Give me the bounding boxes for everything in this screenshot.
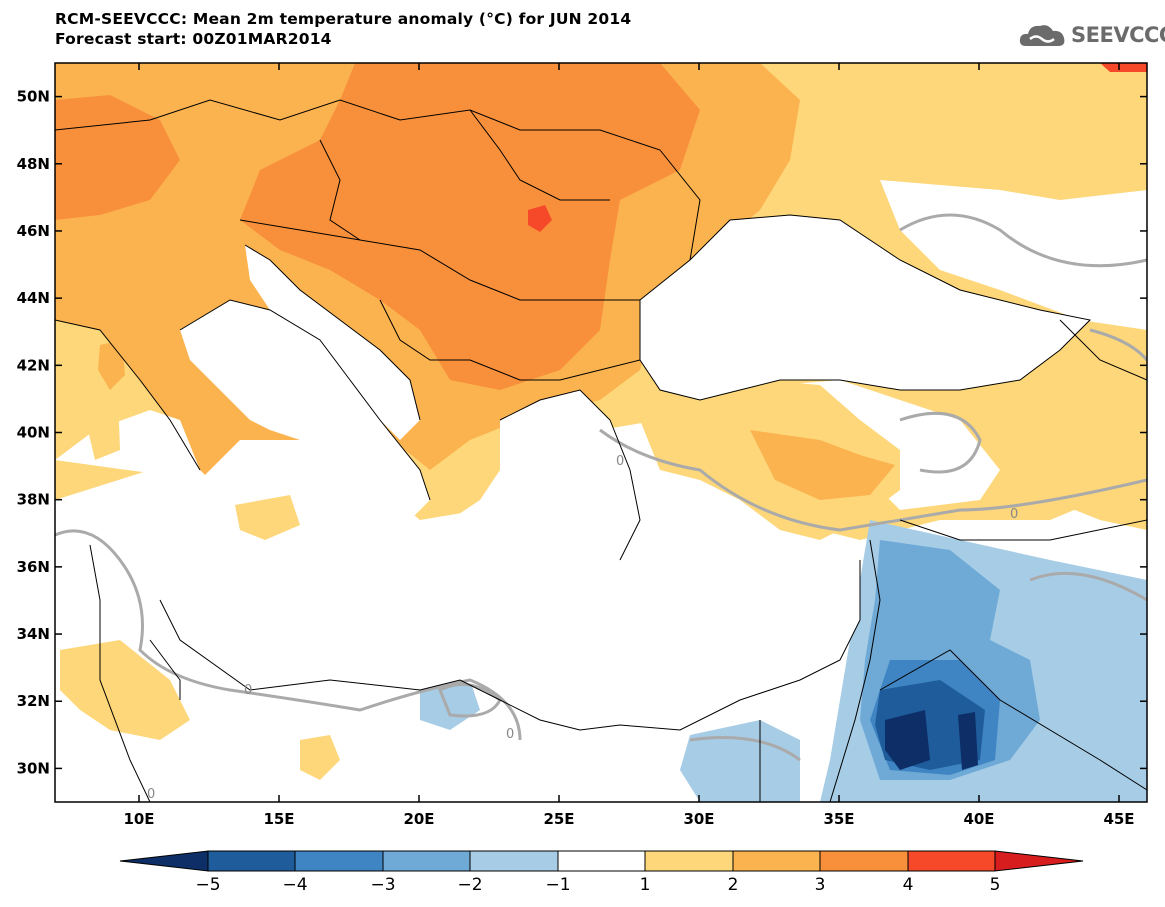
colorbar-label: −5 [195,875,220,895]
colorbar-labels: −5 −4 −3 −2 −1 1 2 3 4 5 [195,875,1000,895]
aegean-sea [490,390,640,570]
lon-tick-label: 40E [963,810,994,828]
lon-tick-label: 25E [543,810,574,828]
colorbar-label: −1 [545,875,570,895]
anomaly-band-2-3-anatolia [750,430,895,500]
anomaly-band-1-2-libya [60,640,190,740]
contour-label: 0 [147,787,155,802]
anomaly-band-m2-m1-egypt [680,720,800,802]
contour-labels: 0 0 0 0 0 [147,454,1018,802]
borders [55,99,1147,802]
mediterranean-sea [180,300,430,520]
colorbar-swatch-m1-1 [557,850,646,872]
colorbar-gt-5-triangle [994,850,1084,872]
anomaly-band-lt-m5 [885,710,930,770]
colorbar-label: 5 [990,875,1001,895]
lat-tick-label: 32N [17,692,50,710]
anomaly-band-neutral-east [880,180,1147,330]
colorbar-swatch-1-2 [644,850,734,872]
lon-tick-label: 15E [263,810,294,828]
lon-tick-label: 20E [403,810,434,828]
lon-tick-label: 35E [823,810,854,828]
anomaly-band-4-5-corner [1100,63,1147,72]
anomaly-band-3-4-core [240,63,700,390]
lon-tick-label: 10E [123,810,154,828]
contour-label: 0 [616,454,624,469]
latitude-axis: 50N 48N 46N 44N 42N 40N 38N 36N 34N 32N 30N [17,88,1147,777]
lon-tick-label: 30E [683,810,714,828]
colorbar-lt-m5-triangle [119,850,209,872]
contour-label: 0 [1010,507,1018,522]
cloud-icon [1019,25,1065,46]
lat-tick-label: 30N [17,759,50,777]
lon-tick-label: 45E [1103,810,1134,828]
colorbar-swatch-4-5 [907,850,996,872]
lat-tick-label: 42N [17,356,50,374]
map-title: RCM-SEEVCCC: Mean 2m temperature anomaly… [55,10,632,28]
colorbar-swatch-3-4 [819,850,909,872]
lat-tick-label: 46N [17,222,50,240]
lat-tick-label: 50N [17,88,50,106]
colorbar-label: −2 [457,875,482,895]
adriatic-sea [245,245,420,440]
colorbar-swatch-m2-m1 [469,850,559,872]
colorbar-label: 4 [903,875,914,895]
colorbar-swatch-m3-m2 [382,850,471,872]
black-sea [640,215,1090,400]
sardinia [88,395,120,460]
longitude-axis: 10E 15E 20E 25E 30E 35E 40E 45E [123,63,1135,828]
lat-tick-label: 38N [17,491,50,509]
mediterranean-sea-main [55,410,860,730]
colorbar-swatch-m4-m3 [294,850,384,872]
lat-tick-label: 40N [17,424,50,442]
lat-tick-label: 36N [17,558,50,576]
lat-tick-label: 34N [17,625,50,643]
crete [520,582,600,605]
colorbar-label: 3 [815,875,826,895]
anomaly-band-1-2-caucasus [1000,400,1147,530]
sicily [235,495,300,540]
colorbar [119,850,1084,872]
contour-label: 0 [244,683,252,698]
seevccc-logo: SEEVCCC [1018,20,1165,50]
colorbar-swatch-2-3 [732,850,821,872]
colorbar-label: 2 [728,875,739,895]
map-canvas [55,63,1147,802]
contour-label: 0 [506,727,514,742]
lat-tick-label: 44N [17,289,50,307]
zero-contours [55,213,1147,762]
anomaly-band-m2-m1-libya [420,680,480,730]
anomaly-band-1-2-egypt [300,735,340,780]
forecast-start-label: Forecast start: 00Z01MAR2014 [55,30,332,48]
colorbar-label: −3 [370,875,395,895]
colorbar-swatch-m5-m4 [207,850,296,872]
colorbar-label: 1 [640,875,651,895]
anomaly-band-4-5-hotspot [528,205,552,232]
colorbar-label: −4 [282,875,307,895]
lat-tick-label: 48N [17,155,50,173]
anomaly-band-lt-m5-b [958,712,978,770]
logo-text: SEEVCCC [1071,23,1165,47]
